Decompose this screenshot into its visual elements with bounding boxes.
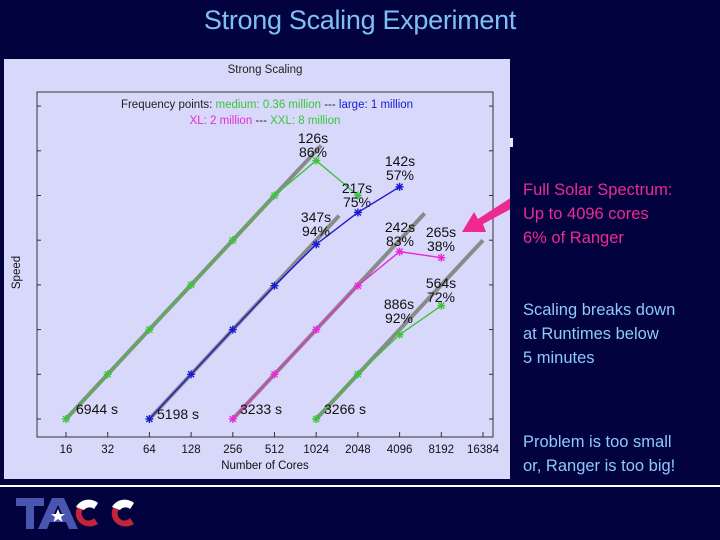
data-point-marker bbox=[395, 330, 404, 339]
callout-arrow-icon bbox=[462, 193, 522, 232]
data-point-marker bbox=[145, 325, 154, 334]
data-point-marker bbox=[187, 370, 196, 379]
data-point-marker bbox=[228, 415, 237, 423]
data-point-marker bbox=[395, 182, 404, 191]
x-tick-label: 64 bbox=[143, 444, 156, 456]
series-line bbox=[232, 250, 442, 420]
data-annotation: 38% bbox=[427, 238, 455, 254]
x-tick-label: 256 bbox=[223, 444, 242, 456]
tacc-logo bbox=[14, 493, 154, 533]
x-tick-label: 128 bbox=[182, 444, 201, 456]
x-tick-label: 2048 bbox=[345, 444, 371, 456]
data-annotation: 142s bbox=[385, 153, 415, 169]
slide-title: Strong Scaling Experiment bbox=[203, 5, 517, 35]
data-point-marker bbox=[353, 191, 362, 200]
data-annotation: 347s bbox=[301, 209, 331, 225]
data-annotation: 564s bbox=[426, 275, 456, 291]
data-point-marker bbox=[145, 415, 154, 423]
data-point-marker bbox=[312, 325, 321, 334]
data-annotation: 3233 s bbox=[240, 401, 282, 417]
legend-line-2: XL: 2 million --- XXL: 8 million bbox=[190, 115, 341, 127]
data-point-marker bbox=[353, 370, 362, 379]
data-point-marker bbox=[395, 247, 404, 256]
plot-frame bbox=[36, 91, 494, 438]
y-axis-label: Speed bbox=[11, 256, 23, 289]
callout-line: or, Ranger is too big! bbox=[523, 457, 676, 475]
strong-scaling-chart: Strong Scaling 16 32 64 128 256 512 1024 2048 409… bbox=[11, 64, 522, 472]
data-point-marker bbox=[187, 280, 196, 289]
x-tick-label: 4096 bbox=[387, 444, 413, 456]
data-annotation: 3266 s bbox=[324, 401, 366, 417]
callout-line: 5 minutes bbox=[523, 349, 595, 367]
x-tick-label: 16 bbox=[60, 444, 73, 456]
data-point-marker bbox=[437, 253, 446, 262]
data-annotation: 6944 s bbox=[76, 401, 118, 417]
data-point-marker bbox=[312, 240, 321, 249]
callout-line: 6% of Ranger bbox=[523, 229, 624, 247]
data-point-marker bbox=[103, 370, 112, 379]
data-annotation: 72% bbox=[427, 289, 455, 305]
data-point-marker bbox=[270, 370, 279, 379]
data-annotation: 75% bbox=[343, 194, 371, 210]
callout-line: Up to 4096 cores bbox=[523, 205, 649, 223]
callout-full-solar: Full Solar Spectrum: Up to 4096 cores 6% o… bbox=[523, 178, 672, 250]
data-point-marker bbox=[228, 236, 237, 245]
legend-line-1: Frequency points: medium: 0.36 million -… bbox=[121, 99, 413, 111]
series-line bbox=[148, 186, 400, 420]
data-annotation: 57% bbox=[386, 167, 414, 183]
data-annotation: 92% bbox=[385, 310, 413, 326]
data-annotation: 126s bbox=[298, 130, 328, 146]
data-point-marker bbox=[312, 415, 321, 423]
data-point-marker bbox=[270, 191, 279, 200]
chart-title: Strong Scaling bbox=[228, 64, 303, 76]
data-point-marker bbox=[62, 415, 70, 423]
data-annotation: 886s bbox=[384, 296, 414, 312]
footer-divider bbox=[0, 485, 720, 487]
x-tick-label: 1024 bbox=[303, 444, 329, 456]
data-annotation: 265s bbox=[426, 224, 456, 240]
data-annotation: 83% bbox=[386, 233, 414, 249]
data-point-marker bbox=[312, 156, 321, 165]
x-tick-label: 32 bbox=[101, 444, 114, 456]
callout-line: Problem is too small bbox=[523, 433, 672, 451]
data-annotation: 94% bbox=[302, 223, 330, 239]
callout-line: Full Solar Spectrum: bbox=[523, 181, 673, 199]
x-tick-label: 8192 bbox=[429, 444, 455, 456]
x-tick-label: 512 bbox=[265, 444, 284, 456]
tacc-logo-icon bbox=[16, 498, 134, 529]
data-annotation: 242s bbox=[385, 219, 415, 235]
series-line bbox=[65, 159, 359, 420]
data-annotation: 217s bbox=[342, 180, 372, 196]
data-annotation: 86% bbox=[299, 144, 327, 160]
callout-scaling-breaks: Scaling breaks down at Runtimes below 5 mi… bbox=[523, 298, 675, 370]
slide-marker bbox=[510, 138, 513, 147]
callout-line: Scaling breaks down bbox=[523, 301, 676, 319]
data-point-marker bbox=[353, 281, 362, 290]
callout-problem-small: Problem is too small or, Ranger is too bi… bbox=[523, 430, 675, 478]
data-point-marker bbox=[270, 281, 279, 290]
data-point-marker bbox=[228, 325, 237, 334]
data-annotation: 5198 s bbox=[157, 406, 199, 422]
data-point-marker bbox=[353, 208, 362, 217]
chart-panel: Strong Scaling 16 32 64 128 256 512 1024 2048 409… bbox=[4, 59, 522, 479]
x-tick-label: 16384 bbox=[467, 444, 500, 456]
x-axis-label: Number of Cores bbox=[221, 460, 309, 472]
callout-line: at Runtimes below bbox=[523, 325, 659, 343]
series-line bbox=[315, 305, 442, 420]
data-point-marker bbox=[437, 301, 446, 310]
